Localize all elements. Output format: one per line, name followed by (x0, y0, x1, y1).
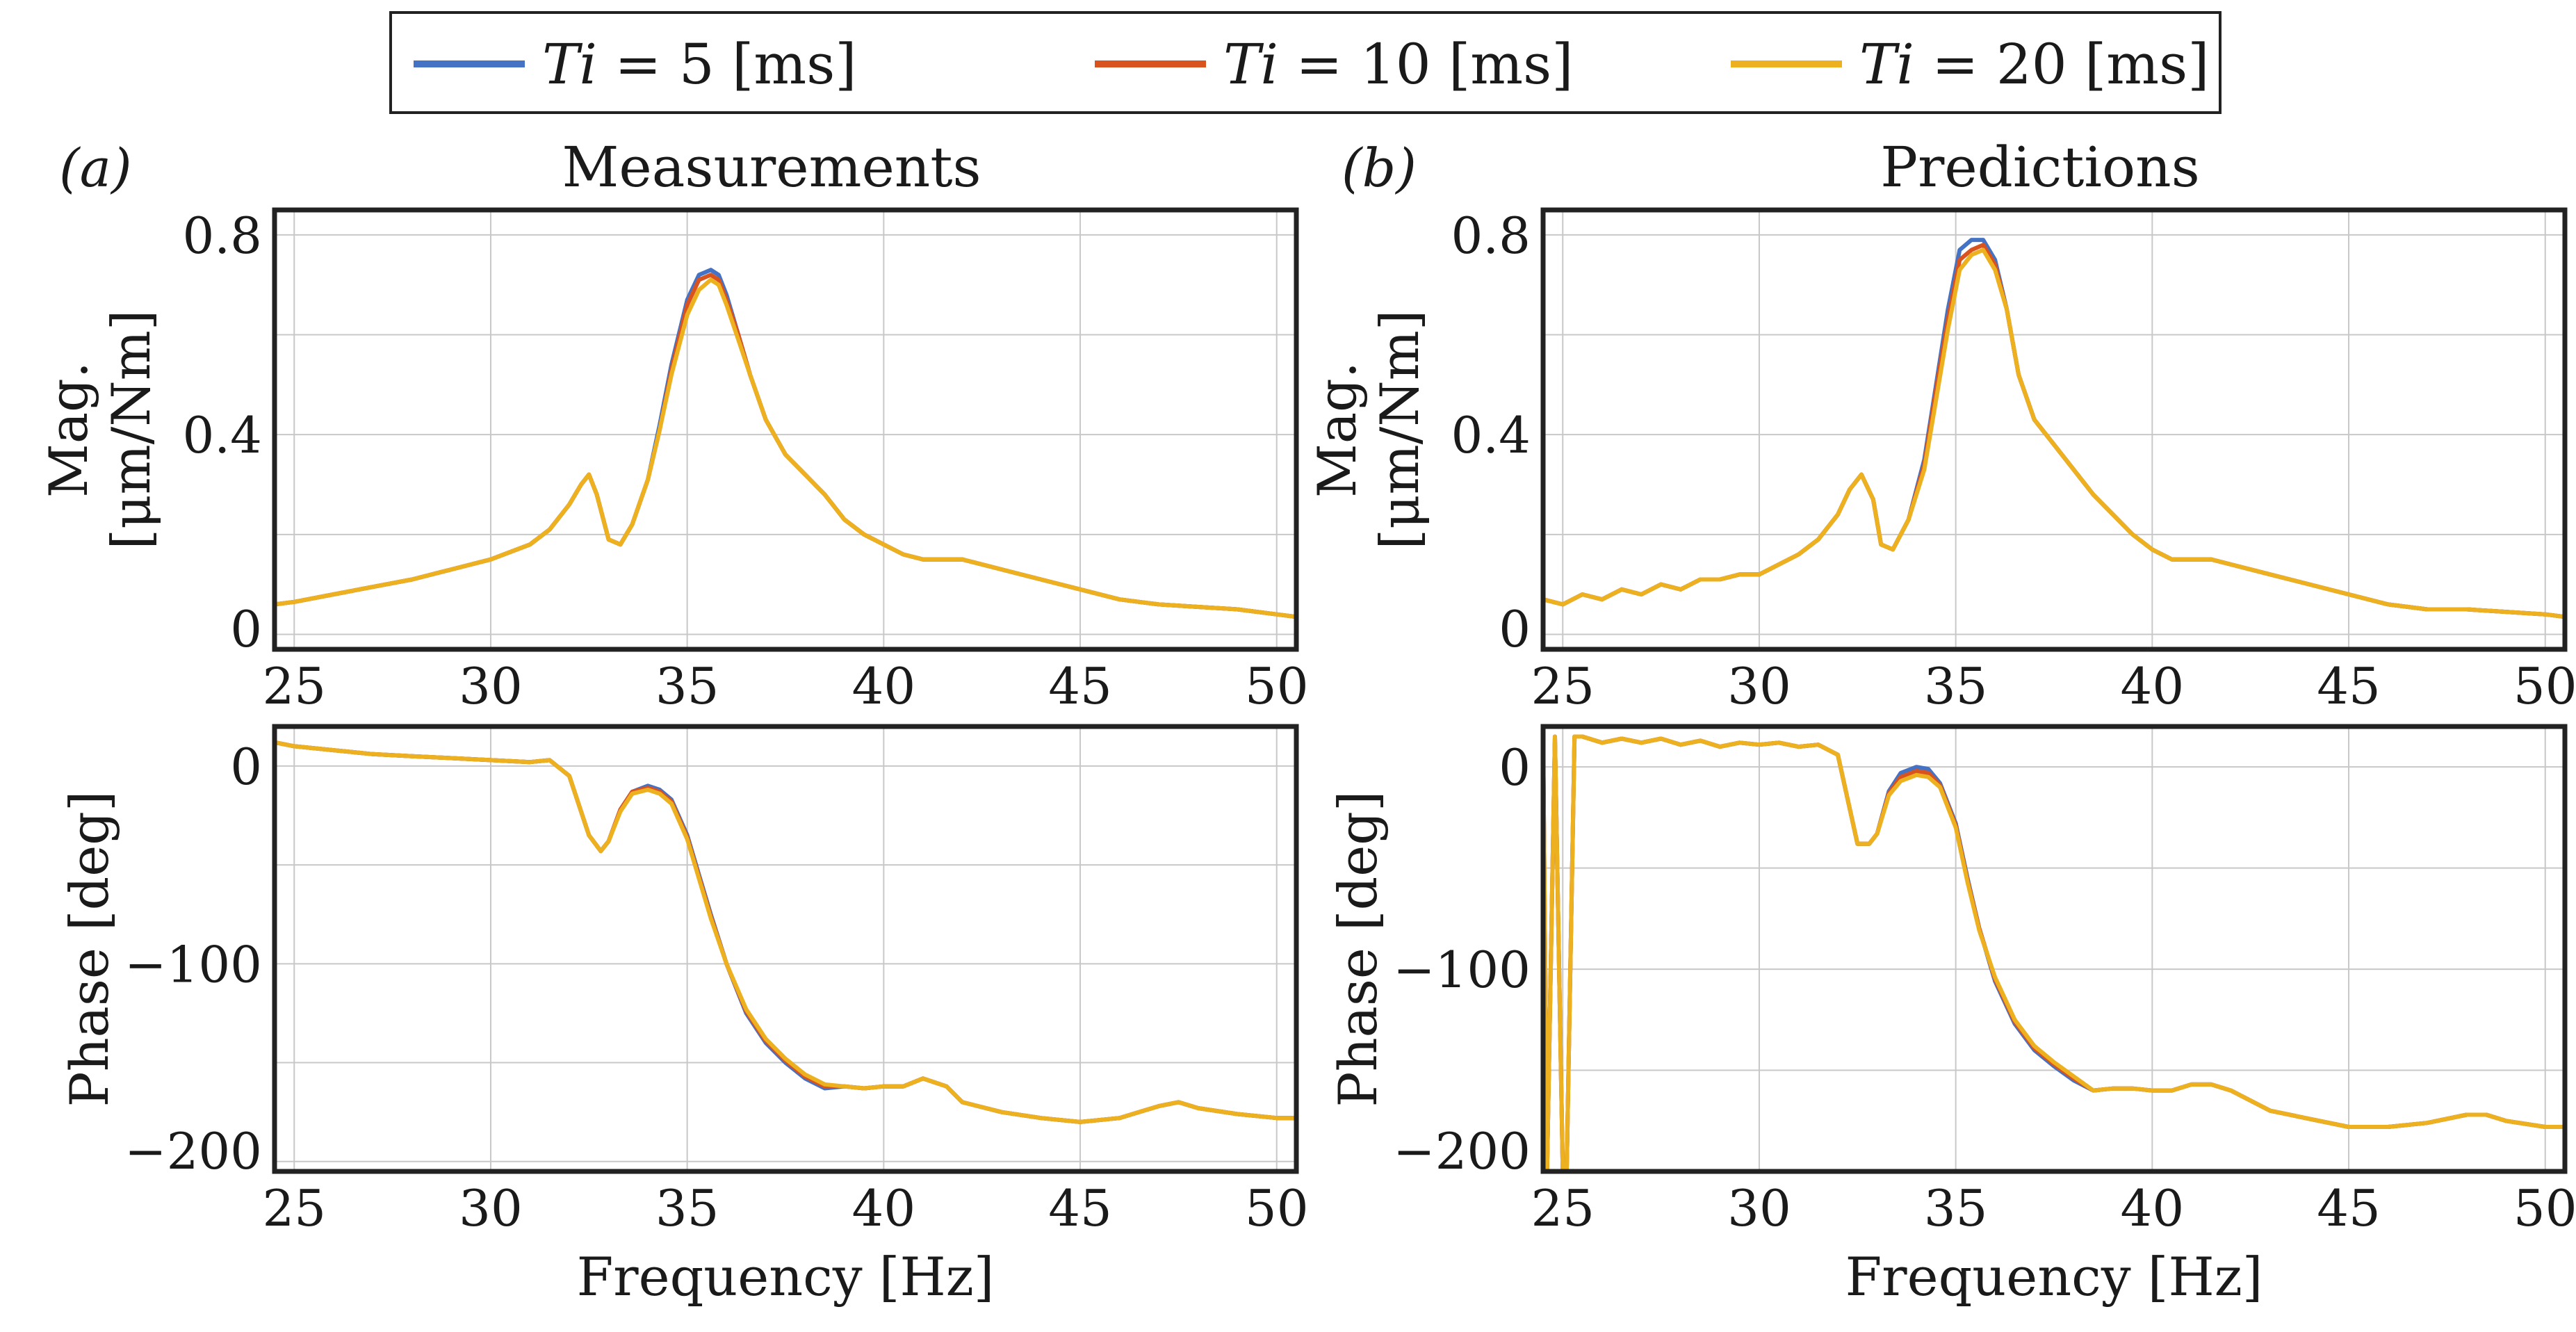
panel-label-a: (a) (59, 137, 132, 199)
y-tick-label: 0.8 (1451, 206, 1531, 265)
axes-frame (272, 724, 1299, 1174)
legend-label-ti5: Ti = 5 [ms] (542, 32, 857, 97)
mag-chart-measurements: 25 30 35 40 45 50 0 0.4 0.8 Mag. [μm/Nm] (38, 206, 1309, 715)
x-tick-label: 50 (1245, 1179, 1309, 1237)
panel-title-predictions: Predictions (1880, 135, 2200, 200)
plot-area (1543, 210, 2565, 649)
plot-area (275, 210, 1296, 649)
series-line-ti20 (1543, 734, 2565, 1171)
axes-frame (1540, 207, 2568, 652)
y-tick-label: −100 (1393, 941, 1531, 999)
x-tick-label: 35 (655, 657, 719, 715)
x-tick-label: 25 (262, 1179, 326, 1237)
x-tick-label: 35 (1924, 657, 1988, 715)
phase-chart-predictions: 25 30 35 40 45 50 −200 −100 0 Phase [deg] Frequenc… (1327, 724, 2576, 1308)
y-tick-label: 0 (1499, 738, 1531, 797)
series-line-ti20 (275, 740, 1296, 1124)
y-axis-label-unit: [μm/Nm] (100, 310, 162, 550)
x-tick-label: 30 (1727, 657, 1791, 715)
legend-box (389, 11, 2222, 114)
phase-chart-measurements: 25 30 35 40 45 50 −200 −100 0 Phase [deg] Frequenc… (58, 724, 1309, 1308)
y-tick-label: 0 (230, 600, 262, 658)
y-tick-label: 0.8 (182, 206, 262, 265)
plot-area (275, 726, 1296, 1171)
x-tick-label: 50 (2513, 657, 2576, 715)
x-tick-label: 45 (2317, 657, 2381, 715)
y-tick-label: −200 (1393, 1122, 1531, 1180)
x-tick-label: 30 (459, 1179, 523, 1237)
x-tick-label: 45 (1048, 1179, 1112, 1237)
x-tick-label: 50 (2513, 1179, 2576, 1237)
y-axis-label: Phase [deg] (1327, 790, 1389, 1107)
legend-label-ti10: Ti = 10 [ms] (1223, 32, 1573, 97)
x-axis-label: Frequency [Hz] (577, 1246, 995, 1308)
y-tick-label: 0 (1499, 600, 1531, 658)
y-axis-label: Mag. (1306, 362, 1368, 498)
y-tick-label: −200 (124, 1122, 262, 1180)
x-tick-label: 45 (1048, 657, 1112, 715)
x-tick-label: 25 (1531, 1179, 1595, 1237)
y-tick-label: 0.4 (182, 406, 262, 464)
plot-area (1543, 726, 2565, 1171)
legend-label-ti20: Ti = 20 [ms] (1859, 32, 2209, 97)
y-tick-label: 0.4 (1451, 406, 1531, 464)
y-axis-label-unit: [μm/Nm] (1369, 310, 1430, 550)
series-line-ti20 (275, 277, 1296, 619)
y-axis-label: Mag. (38, 362, 99, 498)
x-tick-label: 25 (262, 657, 326, 715)
x-tick-label: 35 (1924, 1179, 1988, 1237)
panel-label-b: (b) (1342, 137, 1417, 199)
x-tick-label: 45 (2317, 1179, 2381, 1237)
x-tick-label: 30 (459, 657, 523, 715)
x-tick-label: 40 (852, 1179, 916, 1237)
mag-chart-predictions: 25 30 35 40 45 50 0 0.4 0.8 Mag. [μm/Nm] (1306, 206, 2576, 715)
legend: Ti = 5 [ms] Ti = 10 [ms] Ti = 20 [ms] (389, 11, 2222, 114)
panel-title-measurements: Measurements (562, 135, 981, 200)
series-line-ti20 (1543, 247, 2565, 619)
x-tick-label: 40 (2121, 1179, 2185, 1237)
y-axis-label: Phase [deg] (58, 790, 120, 1107)
axes-frame (272, 207, 1299, 652)
axes-frame (1540, 724, 2568, 1174)
x-axis-label: Frequency [Hz] (1845, 1246, 2263, 1308)
x-tick-label: 40 (2121, 657, 2185, 715)
x-tick-label: 35 (655, 1179, 719, 1237)
y-tick-label: 0 (230, 738, 262, 796)
x-tick-label: 30 (1727, 1179, 1791, 1237)
x-tick-label: 25 (1531, 657, 1595, 715)
x-tick-label: 40 (852, 657, 916, 715)
x-tick-label: 50 (1245, 657, 1309, 715)
y-tick-label: −100 (124, 935, 262, 993)
